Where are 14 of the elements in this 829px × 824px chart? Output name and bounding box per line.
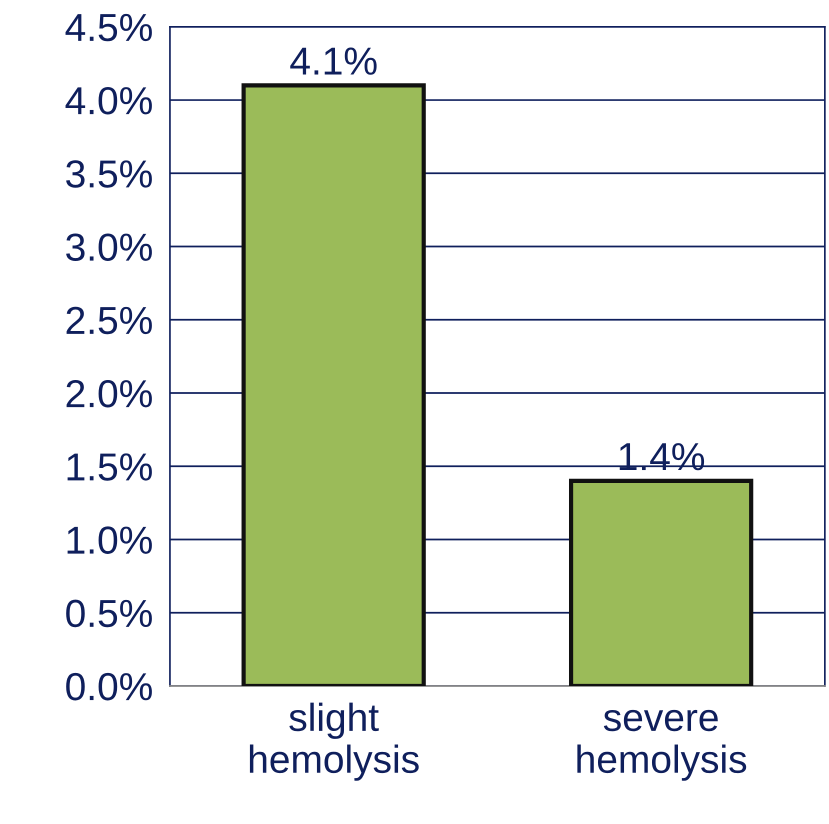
y-tick-label: 2.0% (66, 380, 152, 408)
y-tick-label: 4.0% (66, 86, 152, 114)
data-label: 1.4% (620, 443, 704, 470)
y-tick-label: 1.0% (68, 526, 152, 554)
y-tick-label: 1.5% (68, 453, 152, 481)
x-tick-label: slight hemolysis (250, 702, 419, 781)
y-tick-label: 3.0% (66, 233, 152, 261)
y-tick-label: 3.5% (66, 160, 152, 188)
y-tick-label: 4.5% (66, 14, 152, 42)
y-tick-label: 0.0% (66, 672, 152, 700)
y-tick-label: 0.5% (66, 600, 152, 628)
data-label: 4.1% (290, 48, 377, 75)
y-tick-label: 2.5% (66, 306, 152, 334)
x-tick-label: severe hemolysis (577, 710, 746, 781)
